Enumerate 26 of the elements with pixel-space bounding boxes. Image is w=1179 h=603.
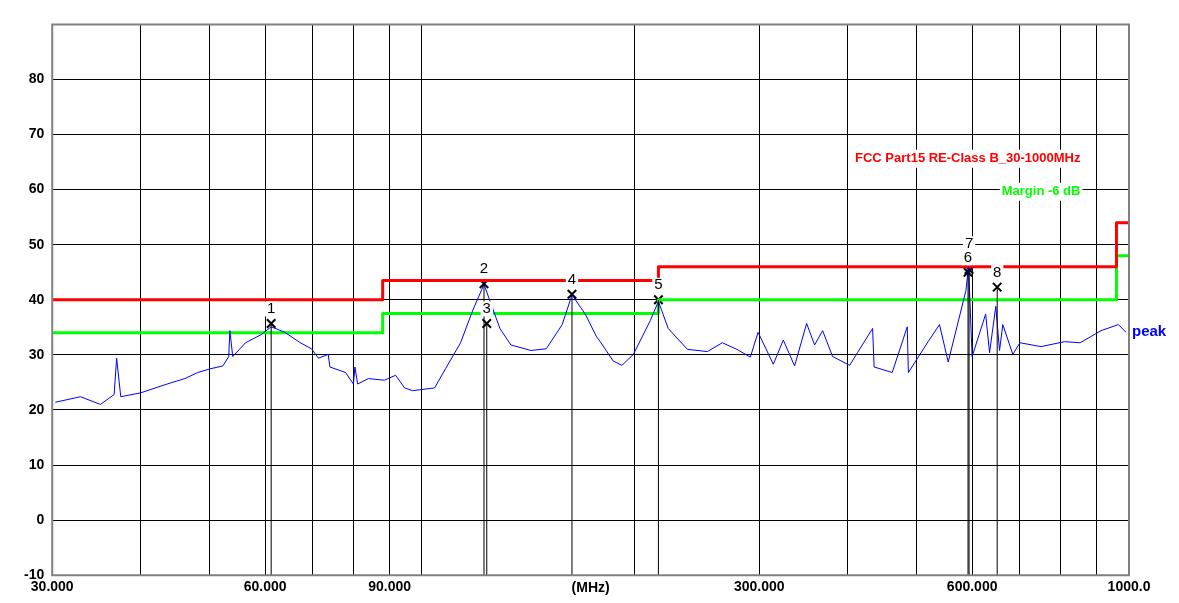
- annotation: 3: [482, 299, 491, 317]
- y-tick-label: 70: [28, 125, 45, 142]
- x-tick-label: 600.000: [946, 578, 998, 595]
- x-tick-label: 1000.0: [1107, 578, 1151, 595]
- y-tick-label: 80: [28, 70, 45, 87]
- x-tick-label: 90.000: [368, 578, 412, 595]
- text: Margin -6 dB: [1001, 183, 1081, 199]
- y-tick-label: 10: [28, 455, 45, 472]
- annotation: 2: [479, 259, 489, 277]
- y-tick-label: 30: [28, 345, 45, 362]
- text: FCC Part15 RE-Class B_30-1000MHz: [855, 150, 1081, 166]
- y-tick-label: 20: [28, 400, 45, 417]
- annotation: 4: [567, 269, 577, 287]
- x-tick-label: 300.000: [733, 578, 785, 595]
- x-axis-title: (MHz): [571, 579, 610, 596]
- y-tick-label: 0: [36, 510, 45, 527]
- annotation: 1: [266, 299, 276, 317]
- y-tick-label: 40: [28, 290, 45, 307]
- y-tick-label: 50: [28, 235, 45, 252]
- x-tick-label: 60.000: [243, 578, 287, 595]
- y-tick-label: 60: [28, 180, 45, 197]
- annotation: 8: [993, 262, 1002, 280]
- series-label: peak: [1132, 322, 1167, 340]
- x-tick-label: 30.000: [30, 578, 74, 595]
- annotation: 5: [654, 275, 663, 293]
- annotation: 7: [964, 233, 974, 251]
